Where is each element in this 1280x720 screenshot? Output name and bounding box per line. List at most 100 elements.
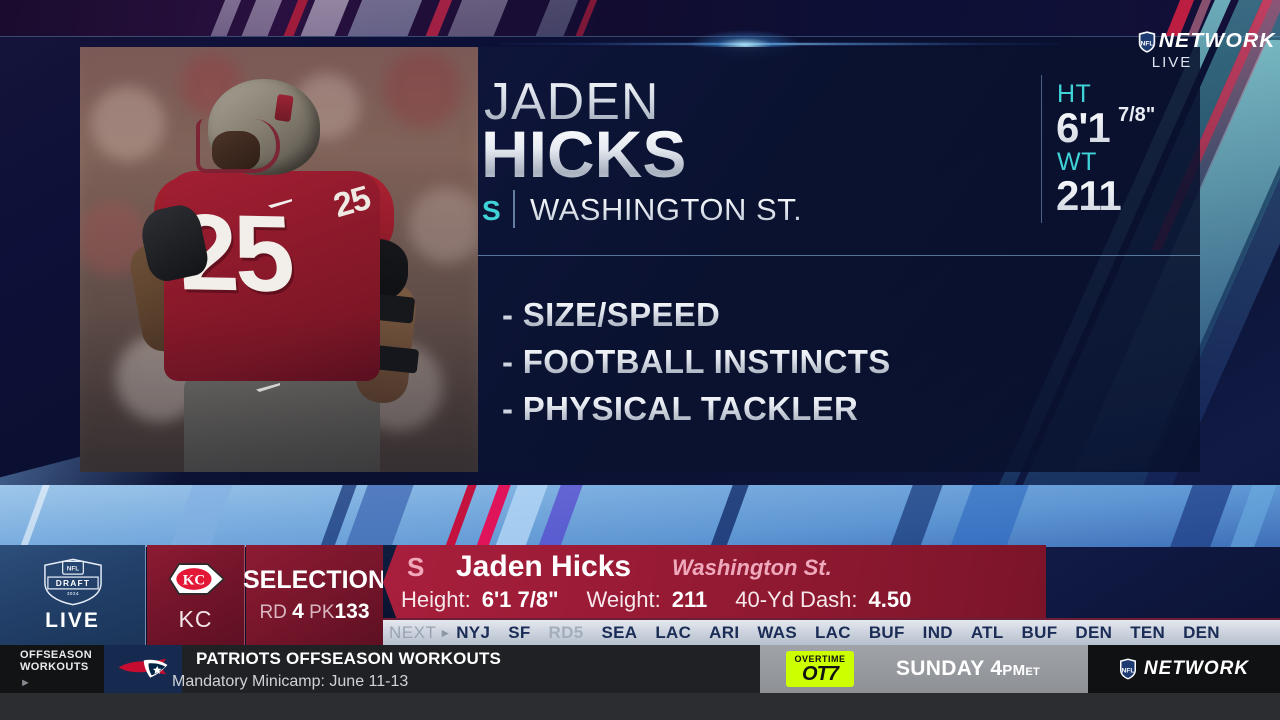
nike-swoosh-icon xyxy=(268,199,292,208)
overtime-badge: OVERTIME OT7 xyxy=(786,651,854,687)
height-fraction: 7/8" xyxy=(1118,104,1156,126)
nike-swoosh-icon xyxy=(256,383,280,392)
ticker-team[interactable]: SF xyxy=(508,622,531,642)
team-abbr: KC xyxy=(178,605,213,632)
banner-school: Washington St. xyxy=(672,555,832,580)
svg-text:2024: 2024 xyxy=(67,591,79,596)
dash-stat-label: 40-Yd Dash: xyxy=(735,587,858,612)
svg-text:DRAFT: DRAFT xyxy=(55,578,89,588)
lower-third: NFL DRAFT 2024 LIVE KC KC SELECTION RD 4… xyxy=(0,545,1280,645)
draft-live-label: LIVE xyxy=(45,609,100,632)
play-triangle-icon[interactable]: ► xyxy=(20,677,31,689)
player-photo: 25 25 xyxy=(80,47,478,472)
ticker-story[interactable]: PATRIOTS OFFSEASON WORKOUTS Mandatory Mi… xyxy=(172,645,760,693)
height-stat-label: Height: xyxy=(401,587,471,612)
weight-stat-label: Weight: xyxy=(586,587,661,612)
network-bug-live: LIVE xyxy=(1151,54,1193,71)
ticker-headline: PATRIOTS OFFSEASON WORKOUTS xyxy=(196,649,502,668)
promo-time: 4 xyxy=(990,657,1003,680)
player-position: S xyxy=(482,195,501,226)
streak-decor xyxy=(939,485,1037,547)
ticker-network-brand: NETWORK xyxy=(1143,658,1250,679)
height-stat-value: 6'1 7/8" xyxy=(481,587,559,612)
player-last-name: HICKS xyxy=(481,117,687,191)
weight-label: WT xyxy=(1057,148,1097,176)
next-ticker[interactable]: NEXT ► NYJ SF RD5 SEA LAC ARI WAS LAC BU… xyxy=(383,620,1280,645)
weight-stat-value: 211 xyxy=(671,587,708,612)
ticker-team[interactable]: NYJ xyxy=(456,622,491,642)
category-line-1: OFFSEASON xyxy=(20,649,93,661)
ticker-round[interactable]: RD5 xyxy=(548,622,584,642)
background-mid-band xyxy=(0,485,1280,547)
trait-item: - SIZE/SPEED xyxy=(502,291,891,338)
ticker-team[interactable]: WAS xyxy=(757,622,797,642)
player-banner xyxy=(383,545,1046,620)
photo-facemask xyxy=(196,119,280,173)
ticker-team[interactable]: SEA xyxy=(601,622,638,642)
draft-logo-block: NFL DRAFT 2024 LIVE xyxy=(0,545,146,645)
nfl-shield-icon: NFL xyxy=(1119,658,1136,680)
height-label: HT xyxy=(1057,80,1092,108)
ticker-subline: Mandatory Minicamp: June 11-13 xyxy=(172,673,409,690)
banner-stats: Height: 6'1 7/8" Weight: 211 40-Yd Dash: 4.50 xyxy=(401,587,911,613)
panel-divider xyxy=(478,255,1200,256)
streak-decor xyxy=(434,485,485,547)
photo-vignette xyxy=(80,47,478,472)
background-hairline xyxy=(0,36,1280,37)
ticker-team[interactable]: DEN xyxy=(1183,622,1220,642)
trait-item: - FOOTBALL INSTINCTS xyxy=(502,338,891,385)
round-pick-info: RD 4 PK133 xyxy=(259,600,369,624)
position-separator xyxy=(513,190,515,228)
network-bug-brand: NETWORK xyxy=(1158,30,1276,52)
next-label: NEXT xyxy=(389,622,437,642)
streak-decor xyxy=(879,485,951,547)
svg-text:NFL: NFL xyxy=(1122,668,1135,675)
selection-block: SELECTION RD 4 PK133 xyxy=(242,545,387,645)
chiefs-arrowhead-icon: KC xyxy=(168,562,225,595)
nfl-shield-icon: NFL xyxy=(1138,30,1155,53)
ticker-team-logo xyxy=(104,645,182,693)
ticker-team[interactable]: LAC xyxy=(655,622,692,642)
triangle-right-icon: ► xyxy=(439,625,452,640)
ticker-team[interactable]: ARI xyxy=(709,622,740,642)
promo-timezone: ET xyxy=(1025,666,1041,678)
ticker-team[interactable]: BUF xyxy=(1021,622,1058,642)
category-line-2: WORKOUTS xyxy=(20,661,89,673)
promo-block[interactable]: OVERTIME OT7 SUNDAY 4PMET xyxy=(760,645,1088,693)
background-top-strip xyxy=(0,0,1280,36)
streak-decor xyxy=(1159,485,1241,547)
height-value: 6'1 xyxy=(1056,104,1111,151)
measurements-divider xyxy=(1041,75,1042,223)
overtime-badge-line1: OVERTIME xyxy=(794,653,846,664)
svg-text:NFL: NFL xyxy=(1140,40,1153,47)
ticker-team[interactable]: LAC xyxy=(814,622,851,642)
next-ticker-top-edge xyxy=(383,618,1280,620)
dash-stat-value: 4.50 xyxy=(868,587,912,612)
promo-meridiem: PM xyxy=(1002,662,1026,679)
nfl-draft-shield-icon: NFL DRAFT 2024 xyxy=(43,558,102,606)
weight-value: 211 xyxy=(1056,172,1122,219)
svg-text:NFL: NFL xyxy=(66,566,79,573)
team-block[interactable]: KC KC xyxy=(147,545,245,645)
ticker-team[interactable]: DEN xyxy=(1075,622,1113,642)
pick-number: 133 xyxy=(334,600,370,623)
ticker-team[interactable]: ATL xyxy=(970,622,1004,642)
round-label: RD xyxy=(259,602,287,623)
player-traits-list: - SIZE/SPEED - FOOTBALL INSTINCTS - PHYS… xyxy=(502,291,891,432)
ticker-team[interactable]: BUF xyxy=(868,622,905,642)
streak-decor xyxy=(159,485,241,547)
ticker-team[interactable]: TEN xyxy=(1130,622,1166,642)
promo-schedule: SUNDAY 4PMET xyxy=(896,657,1040,681)
banner-position: S xyxy=(407,552,425,582)
pick-label: PK xyxy=(309,602,335,623)
selection-label: SELECTION xyxy=(242,566,387,594)
player-school: WASHINGTON ST. xyxy=(530,192,803,227)
ticker-category: OFFSEASON WORKOUTS ► xyxy=(0,645,104,693)
ticker-filler xyxy=(0,693,1280,720)
player-first-name: JADEN xyxy=(484,73,660,131)
photo-pants xyxy=(184,373,380,472)
streak-decor xyxy=(699,485,757,547)
streak-decor xyxy=(9,485,58,547)
ticker-team[interactable]: IND xyxy=(922,622,953,642)
